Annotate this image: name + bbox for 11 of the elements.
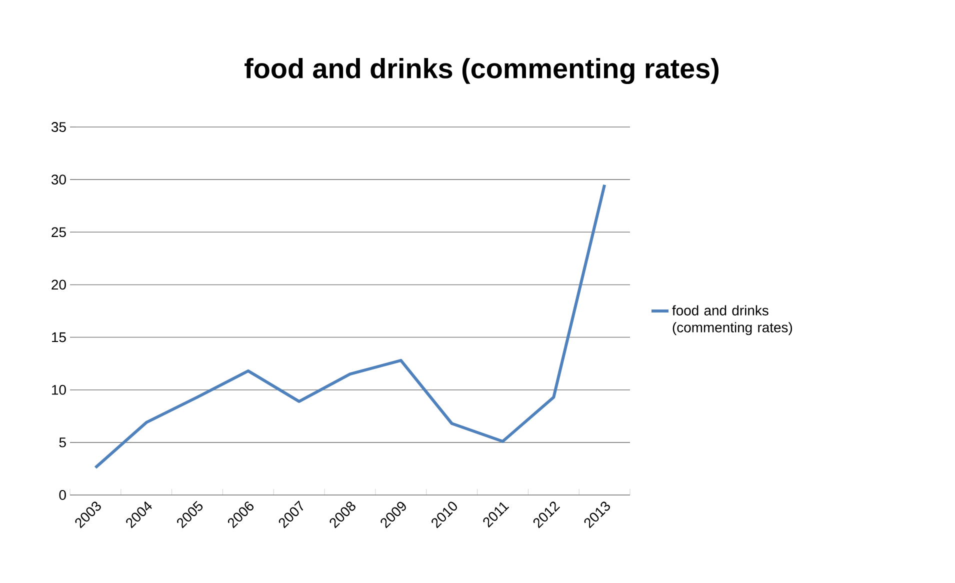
y-tick-label: 0 — [59, 490, 66, 500]
line-series — [94, 183, 606, 470]
chart-title: food and drinks (commenting rates) — [244, 58, 719, 84]
y-tick-label: 20 — [52, 280, 66, 290]
y-tick-label: 25 — [52, 227, 66, 238]
y-tick-label: 35 — [51, 122, 66, 132]
y-tick-label: 30 — [51, 174, 66, 185]
legend-label: food and drinks (commenting rates) — [672, 305, 792, 336]
y-tick-label: 10 — [52, 384, 66, 395]
y-tick-label: 5 — [59, 438, 66, 448]
y-tick-label: 15 — [52, 332, 66, 342]
